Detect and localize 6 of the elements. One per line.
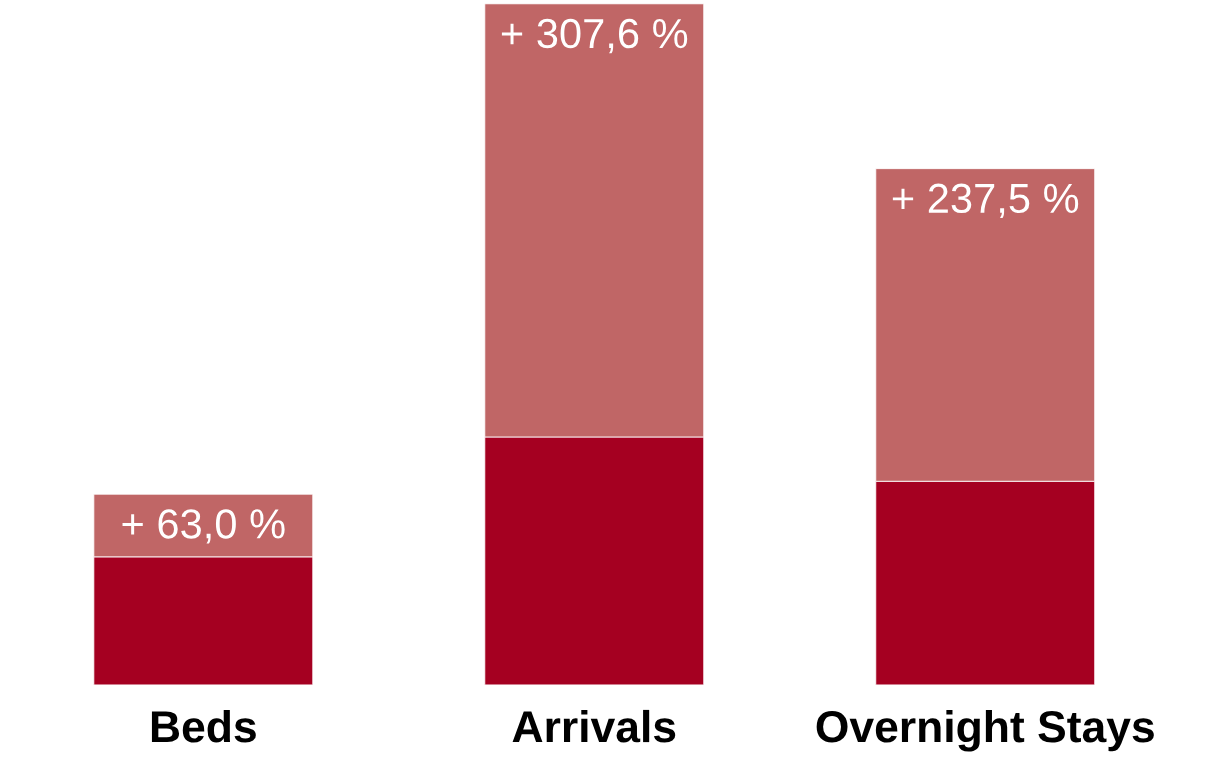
annotation: + 307,6 % bbox=[501, 18, 688, 54]
x-tick-label: Arrivals bbox=[512, 709, 676, 743]
x-tick-label: Overnight Stays bbox=[816, 709, 1154, 752]
annotation: + 237,5 % bbox=[892, 183, 1079, 219]
x-tick-label: Beds bbox=[151, 709, 256, 743]
annotation: + 63,0 % bbox=[122, 509, 285, 544]
